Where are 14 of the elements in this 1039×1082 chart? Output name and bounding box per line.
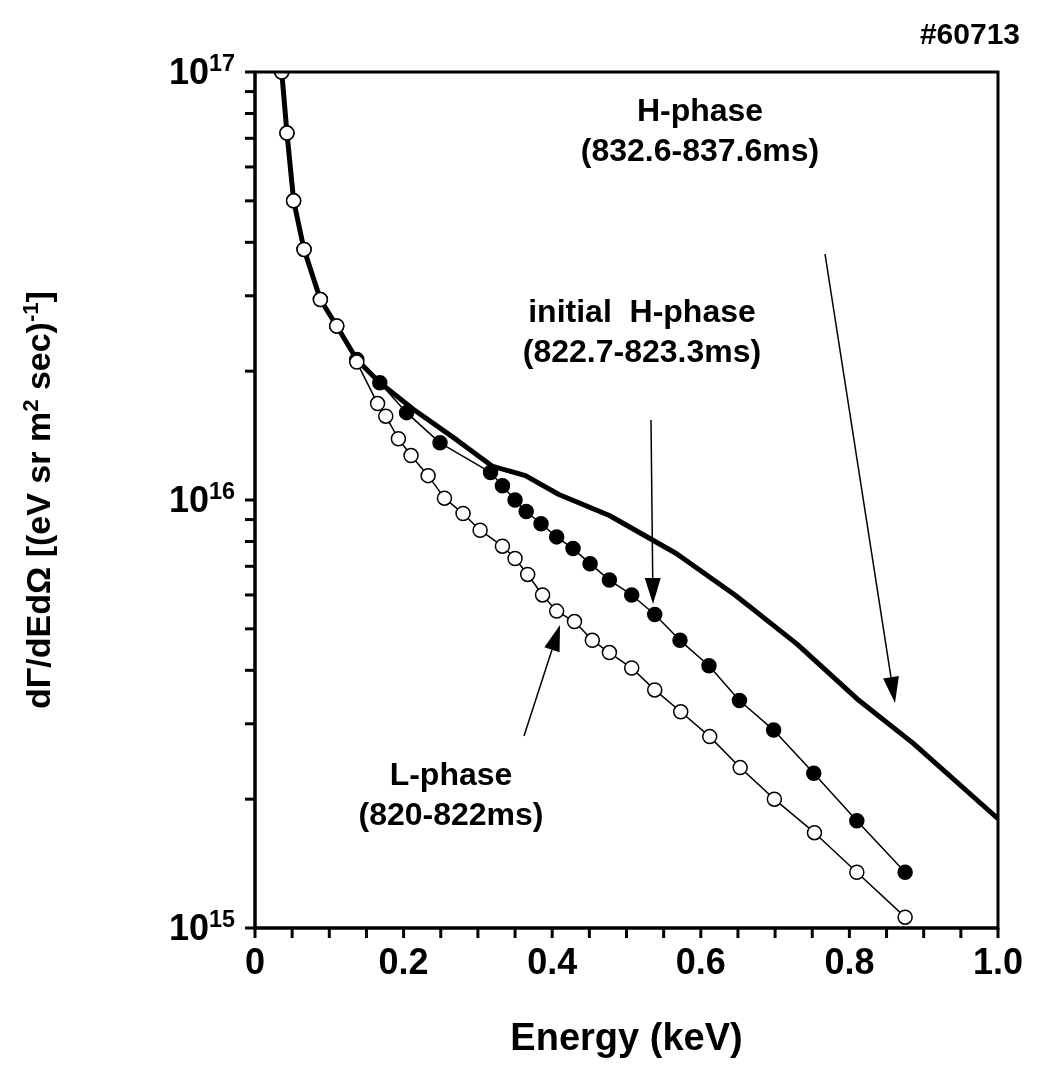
x-tick-label: 0.2	[378, 941, 429, 982]
x-tick-label: 0.4	[527, 941, 578, 982]
y-tick-label: 10$^{17}$	[168, 50, 235, 92]
text: #60713	[919, 17, 1020, 50]
annotation: H-phase (832.6-837.6ms)	[580, 92, 820, 168]
x-tick-label: 0.6	[675, 941, 726, 982]
x-axis-title: Energy (keV)	[510, 1016, 743, 1058]
y-tick-label: 10$^{16}$	[168, 478, 235, 520]
x-tick-label: 0	[244, 941, 266, 982]
x-tick-label: 1.0	[972, 941, 1024, 982]
y-tick-label: 10$^{15}$	[168, 906, 235, 948]
x-tick-label: 0.8	[824, 941, 875, 982]
annotation: L-phase (820-822ms)	[358, 756, 544, 832]
annotation: initial H-phase (822.7-823.3ms)	[522, 293, 762, 369]
